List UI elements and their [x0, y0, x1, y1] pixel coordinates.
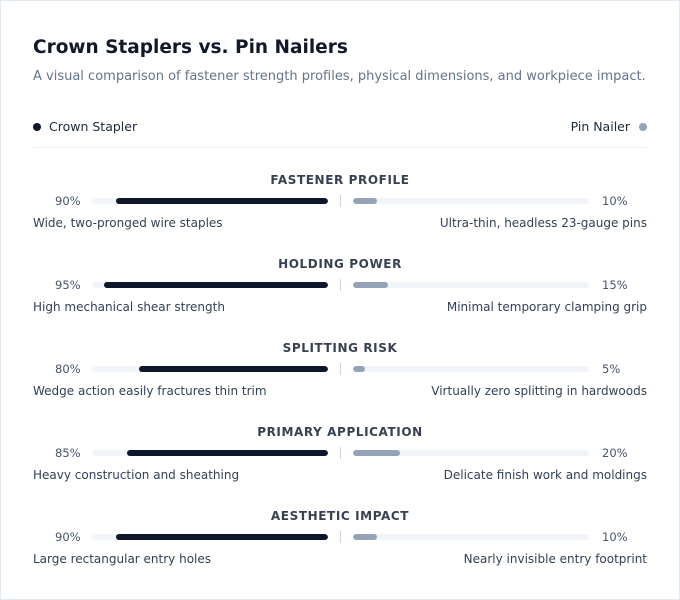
- pin-nailer-value-label: 10%: [602, 530, 628, 544]
- pin-nailer-value-label: 5%: [602, 362, 621, 376]
- crown-stapler-track: [92, 198, 328, 204]
- page-title: Crown Staplers vs. Pin Nailers: [33, 37, 348, 58]
- pin-nailer-value-label: 10%: [602, 194, 628, 208]
- legend-item-crown-stapler: Crown Stapler: [33, 119, 137, 134]
- pin-nailer-description: Minimal temporary clamping grip: [446, 300, 647, 314]
- pin-nailer-bar: [353, 282, 389, 288]
- crown-stapler-value-label: 90%: [55, 530, 81, 544]
- divider: [33, 147, 647, 148]
- center-divider: [340, 363, 341, 375]
- crown-stapler-description: Wedge action easily fractures thin trim: [33, 384, 267, 398]
- crown-stapler-description: Heavy construction and sheathing: [33, 468, 240, 482]
- pin-nailer-track: [353, 366, 589, 372]
- crown-stapler-description: Large rectangular entry holes: [33, 552, 212, 566]
- pin-nailer-bar: [353, 366, 365, 372]
- crown-stapler-track: [92, 450, 328, 456]
- page-subtitle: A visual comparison of fastener strength…: [33, 69, 646, 84]
- crown-stapler-bar: [127, 450, 328, 456]
- crown-stapler-value-label: 90%: [55, 194, 81, 208]
- pin-nailer-track: [353, 282, 589, 288]
- pin-nailer-value-label: 15%: [602, 278, 628, 292]
- pin-nailer-bar: [353, 450, 401, 456]
- comparison-row-primary-application: PRIMARY APPLICATION 85% 20% Heavy construct…: [1, 425, 679, 495]
- crown-stapler-track: [92, 282, 328, 288]
- pin-nailer-description: Nearly invisible entry footprint: [463, 552, 647, 566]
- comparison-row-splitting-risk: SPLITTING RISK 80% 5% Wedge action easily f…: [1, 341, 679, 411]
- legend-dot-icon: [639, 122, 647, 131]
- pin-nailer-track: [353, 534, 589, 540]
- comparison-row-fastener-profile: FASTENER PROFILE 90% 10% Wide, two-pronged …: [1, 173, 679, 243]
- category-label: AESTHETIC IMPACT: [270, 509, 410, 523]
- legend-item-pin-nailer: Pin Nailer: [571, 119, 647, 134]
- center-divider: [340, 447, 341, 459]
- legend-dot-icon: [33, 122, 41, 131]
- category-label: FASTENER PROFILE: [270, 173, 410, 187]
- category-label: HOLDING POWER: [278, 257, 402, 271]
- legend-label: Crown Stapler: [49, 119, 138, 134]
- crown-stapler-value-label: 85%: [55, 446, 81, 460]
- crown-stapler-bar: [103, 282, 328, 288]
- crown-stapler-value-label: 80%: [55, 362, 81, 376]
- pin-nailer-bar: [353, 198, 377, 204]
- crown-stapler-track: [92, 366, 328, 372]
- comparison-row-aesthetic-impact: AESTHETIC IMPACT 90% 10% Large rectangular …: [1, 509, 679, 579]
- center-divider: [340, 195, 341, 207]
- pin-nailer-bar: [353, 534, 377, 540]
- crown-stapler-track: [92, 534, 328, 540]
- pin-nailer-track: [353, 198, 589, 204]
- crown-stapler-bar: [139, 366, 328, 372]
- pin-nailer-description: Virtually zero splitting in hardwoods: [431, 384, 647, 398]
- center-divider: [340, 279, 341, 291]
- comparison-row-holding-power: HOLDING POWER 95% 15% High mechanical shear…: [1, 257, 679, 327]
- crown-stapler-bar: [115, 534, 328, 540]
- category-label: SPLITTING RISK: [282, 341, 398, 355]
- crown-stapler-value-label: 95%: [55, 278, 81, 292]
- center-divider: [340, 531, 341, 543]
- pin-nailer-description: Ultra-thin, headless 23-gauge pins: [439, 216, 647, 230]
- crown-stapler-bar: [115, 198, 328, 204]
- category-label: PRIMARY APPLICATION: [257, 425, 423, 439]
- legend-label: Pin Nailer: [570, 119, 630, 134]
- crown-stapler-description: High mechanical shear strength: [33, 300, 225, 314]
- crown-stapler-description: Wide, two-pronged wire staples: [33, 216, 223, 230]
- pin-nailer-track: [353, 450, 589, 456]
- pin-nailer-description: Delicate finish work and moldings: [443, 468, 647, 482]
- pin-nailer-value-label: 20%: [602, 446, 628, 460]
